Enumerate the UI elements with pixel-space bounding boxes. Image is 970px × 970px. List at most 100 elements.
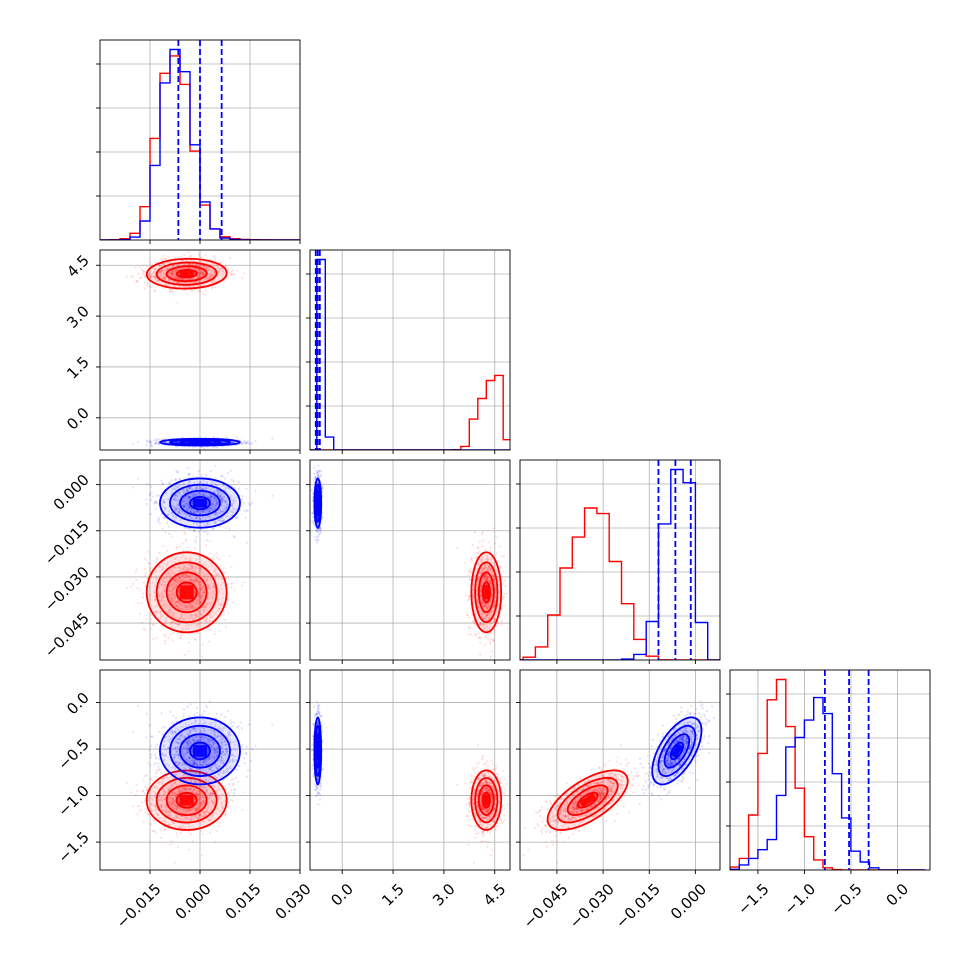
- scatter-point: [173, 622, 176, 625]
- scatter-point: [206, 616, 209, 620]
- scatter-point: [198, 567, 201, 570]
- scatter-point: [200, 256, 203, 259]
- scatter-point: [200, 488, 203, 491]
- scatter-point: [154, 272, 157, 276]
- scatter-point: [182, 267, 185, 270]
- scatter-point: [164, 441, 167, 444]
- scatter-point: [180, 613, 183, 616]
- scatter-point: [180, 509, 183, 512]
- scatter-point: [169, 633, 172, 636]
- scatter-point: [232, 508, 235, 511]
- scatter-point: [167, 593, 170, 597]
- scatter-point: [174, 509, 177, 512]
- scatter-point: [186, 487, 189, 490]
- scatter-point: [215, 552, 218, 555]
- scatter-point: [177, 281, 180, 284]
- scatter-point: [171, 611, 174, 615]
- scatter-point: [212, 508, 215, 512]
- scatter-point: [321, 486, 324, 489]
- scatter-point: [487, 569, 490, 573]
- scatter-point: [217, 269, 221, 273]
- density-peak: [193, 498, 207, 508]
- scatter-point: [180, 556, 183, 559]
- scatter-point: [154, 442, 157, 445]
- scatter-point: [200, 588, 203, 591]
- scatter-point: [212, 558, 215, 561]
- scatter-point: [189, 579, 192, 582]
- scatter-point: [143, 557, 147, 561]
- scatter-point: [205, 605, 208, 608]
- scatter-point: [207, 501, 210, 504]
- scatter-point: [194, 582, 197, 585]
- scatter-point: [208, 496, 212, 499]
- scatter-point: [184, 281, 187, 285]
- scatter-point: [172, 620, 175, 624]
- scatter-point: [217, 511, 221, 514]
- scatter-point: [478, 636, 481, 639]
- scatter-point: [154, 508, 157, 511]
- scatter-point: [175, 495, 179, 498]
- scatter-point: [501, 597, 504, 600]
- scatter-point: [496, 569, 499, 573]
- scatter-point: [188, 495, 192, 498]
- scatter-point: [200, 590, 203, 593]
- scatter-point: [493, 561, 496, 564]
- scatter-point: [482, 605, 485, 608]
- scatter-point: [174, 515, 177, 518]
- scatter-point: [164, 507, 167, 510]
- scatter-point: [490, 556, 493, 559]
- scatter-point: [231, 582, 234, 585]
- scatter-point: [191, 509, 194, 512]
- scatter-point: [158, 569, 161, 573]
- scatter-point: [209, 579, 212, 582]
- scatter-point: [173, 275, 176, 278]
- scatter-point: [178, 576, 181, 579]
- scatter-point: [490, 638, 493, 641]
- scatter-point: [196, 522, 199, 526]
- scatter-point: [479, 621, 482, 624]
- scatter-point: [148, 285, 151, 288]
- scatter-point: [492, 577, 495, 580]
- scatter-point: [213, 496, 216, 499]
- scatter-point: [184, 506, 187, 509]
- scatter-point: [160, 599, 163, 603]
- scatter-point: [190, 564, 194, 567]
- scatter-point: [165, 577, 168, 580]
- scatter-point: [213, 507, 216, 510]
- scatter-point: [480, 610, 483, 613]
- scatter-point: [185, 624, 188, 628]
- scatter-point: [204, 486, 207, 489]
- scatter-point: [217, 607, 221, 610]
- scatter-point: [224, 577, 227, 580]
- contour-2: [169, 483, 231, 523]
- scatter-point: [483, 576, 486, 579]
- scatter-point: [171, 571, 174, 575]
- contour-3: [145, 551, 228, 634]
- scatter-point: [222, 519, 225, 522]
- scatter-point: [163, 576, 166, 580]
- scatter-point: [188, 266, 191, 269]
- scatter-point: [491, 639, 495, 642]
- scatter-point: [187, 505, 190, 508]
- scatter-point: [211, 286, 214, 289]
- scatter-point: [192, 475, 195, 478]
- scatter-point: [215, 511, 218, 514]
- scatter-point: [188, 486, 191, 489]
- scatter-point: [200, 510, 203, 513]
- scatter-point: [179, 615, 182, 619]
- scatter-point: [312, 516, 315, 519]
- scatter-point: [198, 596, 201, 599]
- scatter-point: [199, 595, 202, 598]
- scatter-point: [196, 276, 199, 279]
- scatter-point: [231, 441, 234, 444]
- scatter-point: [484, 574, 487, 577]
- contour-0: [189, 496, 211, 511]
- scatter-point: [211, 595, 214, 598]
- scatter-point: [184, 557, 187, 561]
- scatter-point: [191, 607, 194, 610]
- scatter-point: [159, 271, 162, 274]
- scatter-point: [196, 623, 199, 626]
- scatter-point: [210, 507, 213, 510]
- scatter-point: [481, 570, 484, 573]
- scatter-point: [480, 582, 483, 585]
